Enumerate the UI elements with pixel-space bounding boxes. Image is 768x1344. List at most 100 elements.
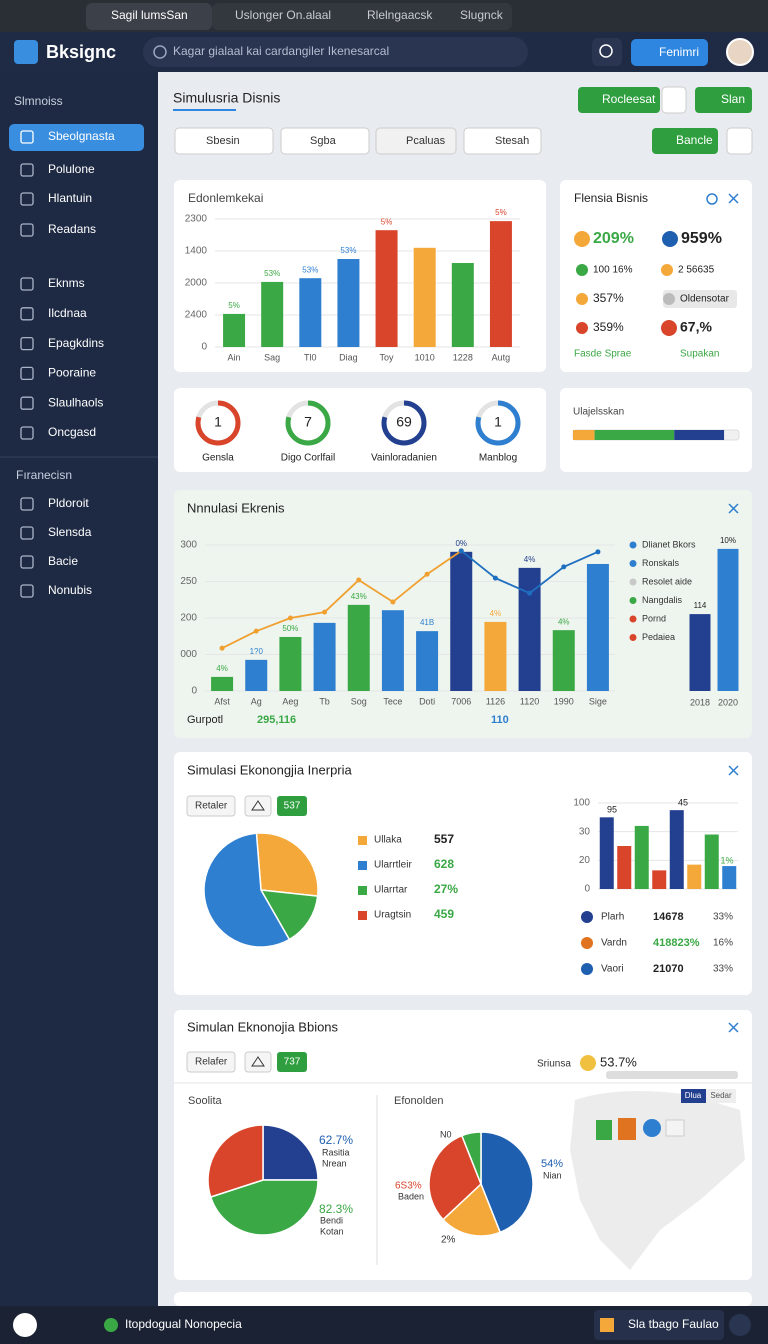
filter-icon-button[interactable] — [244, 1051, 272, 1073]
primary-button[interactable] — [631, 39, 708, 66]
filter-badge[interactable] — [277, 1052, 307, 1072]
more-button[interactable] — [726, 127, 753, 155]
card-title: Flensia Bisnis — [574, 191, 648, 205]
x-tick-label: Tb — [319, 696, 330, 706]
table-cell: Vaori — [601, 964, 624, 975]
stat-value: 359% — [593, 320, 624, 334]
bar — [722, 866, 737, 889]
sidebar-icon — [20, 130, 34, 144]
bar — [669, 810, 684, 889]
toolbar-button[interactable] — [375, 127, 457, 155]
stat-bar — [606, 1071, 738, 1079]
search-button-icon — [599, 44, 613, 58]
pie-label: N0 — [440, 1129, 452, 1139]
stat-value: 67,% — [680, 319, 712, 335]
bar — [416, 631, 439, 691]
legend-label: Ularrtar — [374, 885, 408, 896]
icon-button[interactable] — [706, 193, 718, 205]
button-label: Fenimri — [659, 45, 699, 59]
toolbar-button[interactable] — [174, 127, 274, 155]
x-tick-label: 1228 — [453, 352, 473, 362]
bar — [717, 548, 739, 691]
active-tab[interactable] — [86, 3, 212, 30]
sidebar-icon — [20, 396, 34, 410]
gauge-arc — [285, 400, 331, 446]
pie-label: 54% — [541, 1158, 563, 1170]
filter-icon — [251, 1056, 265, 1067]
bar — [484, 621, 507, 691]
close-icon[interactable] — [728, 503, 739, 514]
sidebar-active[interactable] — [9, 124, 144, 151]
search-button[interactable] — [592, 38, 622, 66]
tab-group[interactable] — [212, 3, 512, 30]
footer-label: Gurpotl — [187, 714, 223, 726]
table-cell: 33% — [713, 964, 733, 975]
legend-swatch — [629, 578, 637, 586]
gauge-value: 1 — [494, 414, 502, 430]
toolbar-button[interactable] — [463, 127, 542, 155]
row-icon — [581, 911, 593, 923]
table-cell: 21070 — [653, 963, 684, 975]
legend-label: Ularrtleir — [374, 860, 412, 871]
toolbar-action[interactable] — [652, 128, 718, 154]
avatar[interactable] — [726, 38, 754, 66]
action-button[interactable] — [695, 87, 752, 113]
bar — [223, 313, 246, 347]
action-dropdown[interactable] — [661, 86, 687, 114]
close-icon[interactable] — [728, 193, 739, 204]
pie-label: Nrean — [322, 1158, 347, 1168]
table-cell: Vardn — [601, 938, 627, 949]
bar — [552, 630, 575, 691]
toolbar-button[interactable] — [280, 127, 370, 155]
pie-label: 82.3% — [319, 1202, 353, 1216]
footer-value: 110 — [491, 714, 509, 726]
close-icon[interactable] — [728, 765, 739, 776]
stat-icon — [574, 231, 590, 247]
bar — [211, 676, 234, 691]
y-tick-label: 250 — [180, 576, 197, 587]
bar-annotation: 0% — [455, 539, 467, 548]
progress-segment — [594, 430, 675, 440]
bar — [337, 259, 360, 347]
bar — [689, 614, 711, 691]
sidebar-icon — [20, 526, 34, 540]
bar — [279, 636, 302, 691]
bar — [450, 551, 473, 691]
filter-button[interactable] — [186, 1051, 236, 1073]
x-tick-label: Autg — [492, 352, 511, 362]
map-legend: Sedar — [710, 1091, 732, 1100]
pie-label: 2% — [441, 1235, 456, 1246]
card — [174, 752, 752, 995]
close-icon[interactable] — [728, 1022, 739, 1033]
action-button[interactable] — [578, 87, 660, 113]
filter-button[interactable] — [186, 795, 236, 817]
x-tick-label: 1126 — [486, 696, 505, 706]
filter-badge[interactable] — [277, 796, 307, 816]
search-box[interactable] — [143, 37, 528, 67]
sidebar-item: Nonubis — [48, 583, 92, 597]
card-title: Edonlemkekai — [188, 191, 263, 205]
stat-avatar — [580, 1055, 596, 1071]
legend-swatch — [358, 836, 367, 845]
taskbar-item[interactable] — [594, 1310, 724, 1340]
bar — [518, 567, 541, 691]
pie-slice — [428, 1134, 482, 1221]
legend-value: 628 — [434, 857, 454, 871]
sidebar-icon — [20, 192, 34, 206]
stat-icon — [661, 264, 673, 276]
chart-title: Soolita — [188, 1095, 223, 1107]
y-tick-label: 2000 — [185, 278, 208, 289]
x-tick-label: 1010 — [415, 352, 435, 362]
taskbar-tray — [729, 1314, 751, 1336]
legend-label: Dlianet Bkors — [642, 539, 696, 549]
stat-label: Sriunsa — [537, 1059, 571, 1070]
start-icon[interactable] — [13, 1313, 37, 1337]
filter-icon-button[interactable] — [244, 795, 272, 817]
gauge-label: Gensla — [202, 453, 234, 464]
y-tick-label: 300 — [180, 540, 197, 551]
stat-footer: Supakan — [680, 349, 719, 360]
y-tick-label: 0 — [201, 342, 207, 353]
pie-label: Rasitia — [322, 1147, 350, 1157]
world-map — [570, 1091, 745, 1270]
